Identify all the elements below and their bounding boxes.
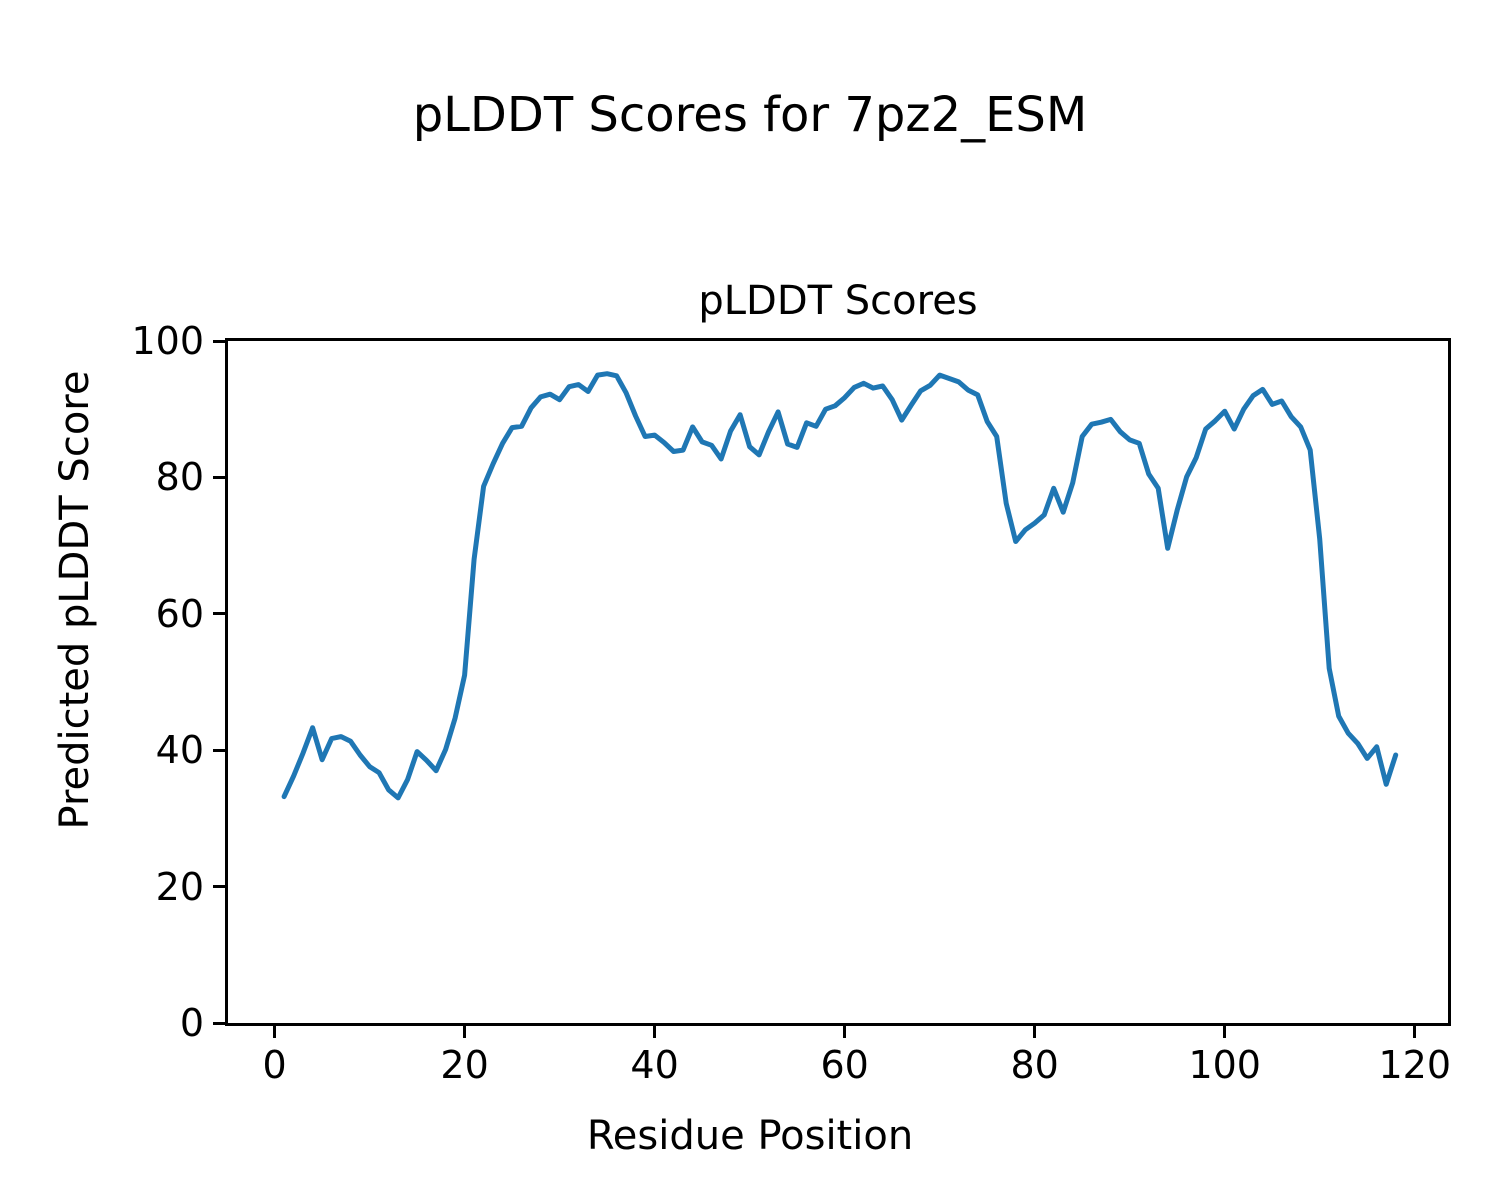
x-tick-label: 0 — [262, 1043, 287, 1087]
x-tick-mark — [843, 1026, 847, 1038]
x-tick-label: 20 — [440, 1043, 489, 1087]
y-tick-mark — [213, 885, 225, 889]
y-tick-mark — [213, 612, 225, 616]
y-tick-mark — [213, 748, 225, 752]
y-tick-mark — [213, 339, 225, 343]
x-tick-label: 80 — [1010, 1043, 1059, 1087]
y-tick-mark — [213, 475, 225, 479]
y-tick-label: 40 — [155, 728, 204, 773]
x-tick-mark — [1033, 1026, 1037, 1038]
x-axis-label: Residue Position — [586, 1113, 914, 1159]
x-tick-label: 100 — [1188, 1043, 1261, 1087]
x-tick-mark — [653, 1026, 657, 1038]
y-tick-label: 20 — [155, 864, 204, 909]
y-tick-label: 0 — [179, 1001, 204, 1045]
y-tick-mark — [213, 1021, 225, 1025]
x-tick-mark — [1413, 1026, 1417, 1038]
plddt-line-series — [281, 371, 1399, 801]
figure-suptitle: pLDDT Scores for 7pz2_ESM — [412, 87, 1088, 143]
x-tick-label: 120 — [1378, 1043, 1451, 1087]
plot-area — [225, 338, 1451, 1026]
x-tick-mark — [1223, 1026, 1227, 1038]
x-tick-mark — [463, 1026, 467, 1038]
x-tick-label: 40 — [630, 1043, 679, 1087]
y-tick-label: 80 — [155, 455, 204, 500]
x-tick-mark — [273, 1026, 277, 1038]
axes-title: pLDDT Scores — [698, 278, 978, 324]
x-tick-label: 60 — [820, 1043, 869, 1087]
y-tick-label: 100 — [131, 319, 204, 363]
y-tick-label: 60 — [155, 591, 204, 636]
y-axis-label: Predicted pLDDT Score — [52, 370, 98, 830]
plddt-line-chart — [281, 371, 1399, 801]
